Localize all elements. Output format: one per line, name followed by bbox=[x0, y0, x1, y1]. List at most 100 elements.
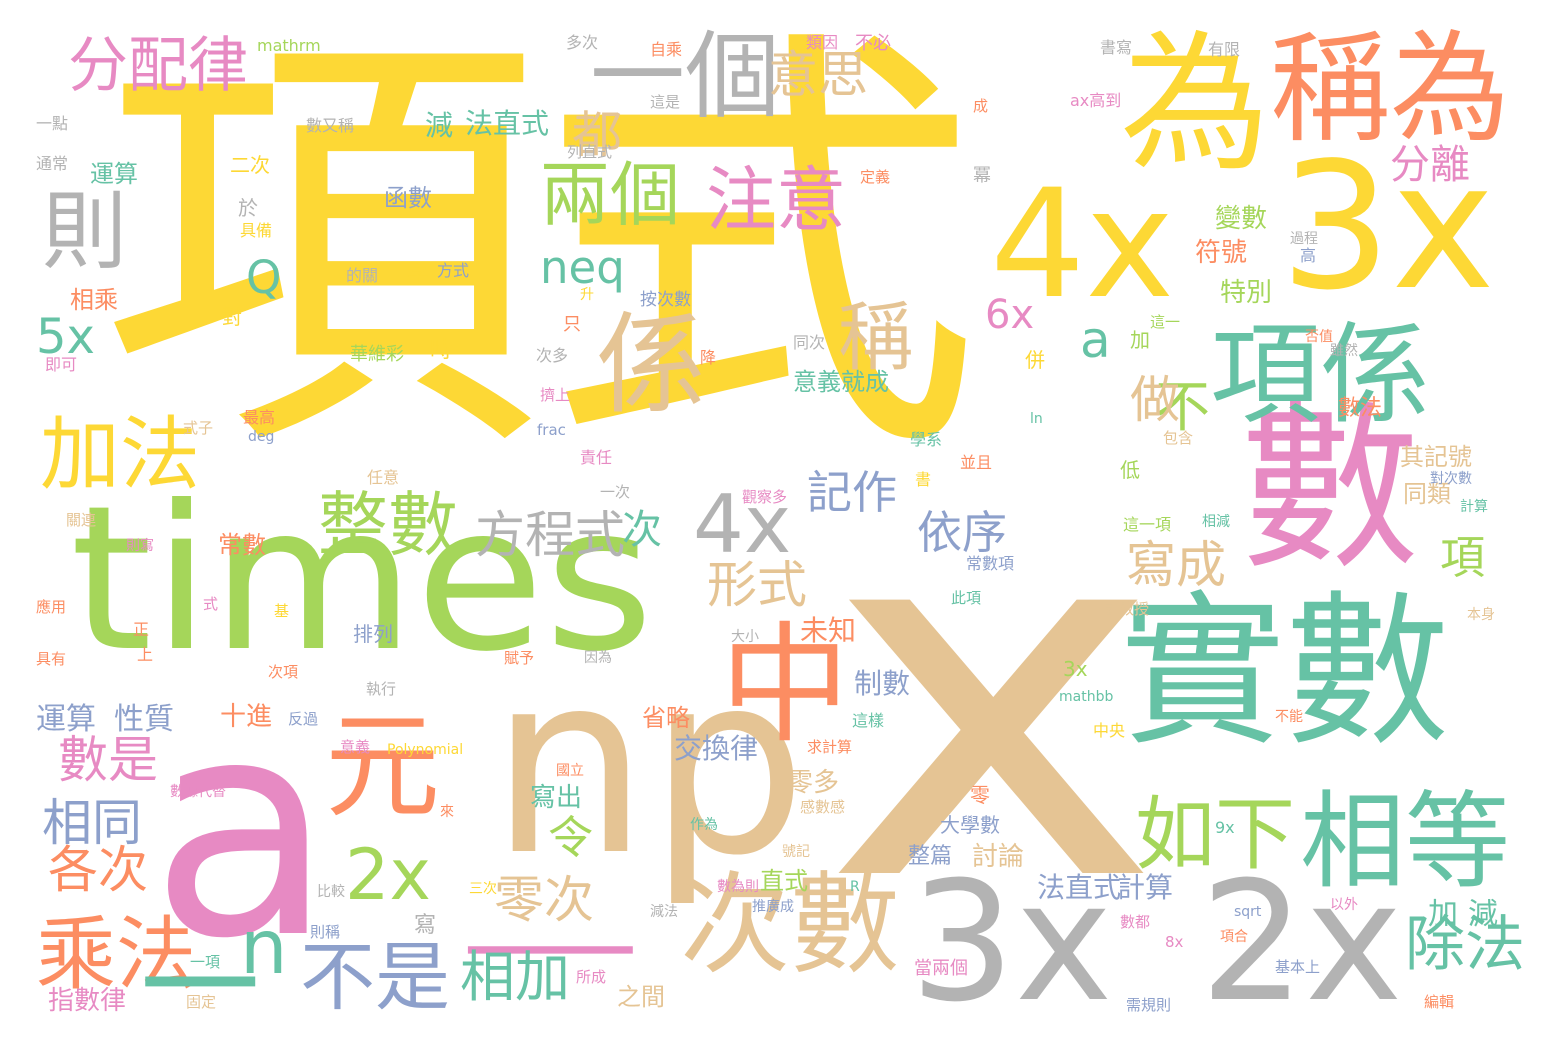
cloud-word: 運算 bbox=[36, 702, 96, 737]
cloud-word: 的關 bbox=[346, 266, 379, 285]
cloud-word: 4x bbox=[990, 158, 1175, 332]
cloud-word: 分配律 bbox=[68, 31, 248, 101]
cloud-word: 書寫 bbox=[1100, 38, 1133, 57]
cloud-word: Polynomial bbox=[387, 742, 464, 758]
cloud-word: 相等 bbox=[1300, 781, 1511, 903]
cloud-word: 低 bbox=[1120, 458, 1140, 482]
cloud-word: 則稱 bbox=[310, 923, 341, 941]
cloud-word: 性質 bbox=[114, 702, 174, 737]
cloud-word: ln bbox=[1030, 411, 1043, 427]
cloud-word: 方程式 bbox=[475, 506, 625, 564]
cloud-word: 為 bbox=[1120, 18, 1271, 192]
cloud-word: 需規則 bbox=[1126, 996, 1172, 1014]
cloud-word: 副教授 bbox=[1104, 600, 1150, 618]
cloud-word: 特別 bbox=[1220, 278, 1273, 308]
cloud-word: 意思 bbox=[768, 46, 868, 104]
cloud-word: 併 bbox=[1025, 348, 1045, 372]
cloud-word: 作為 bbox=[690, 817, 718, 833]
cloud-word: 對 bbox=[222, 305, 242, 329]
cloud-word: 2x bbox=[1200, 846, 1403, 1038]
cloud-word: 這一 bbox=[1150, 313, 1181, 331]
cloud-word: 這是 bbox=[650, 93, 681, 111]
cloud-word: 應用 bbox=[36, 598, 67, 616]
cloud-word: 元 bbox=[325, 700, 441, 834]
cloud-word: 感數感 bbox=[800, 798, 846, 816]
cloud-word: sqrt bbox=[1234, 904, 1262, 920]
cloud-word: 相加 bbox=[460, 945, 571, 1009]
cloud-word: 大學數 bbox=[940, 813, 1000, 837]
cloud-word: 賦予 bbox=[504, 649, 535, 667]
cloud-word: 稱 bbox=[838, 293, 914, 381]
cloud-word: 本身 bbox=[1467, 607, 1495, 623]
cloud-word: neq bbox=[540, 241, 625, 294]
cloud-word: 責任 bbox=[580, 448, 613, 467]
cloud-word: 冪 bbox=[973, 165, 991, 186]
cloud-word: 即可 bbox=[45, 355, 78, 374]
cloud-word: 交換律 bbox=[674, 732, 759, 765]
cloud-word: 自乘 bbox=[650, 40, 683, 59]
cloud-word: 直式 bbox=[760, 867, 808, 895]
cloud-word: 則 bbox=[42, 183, 128, 282]
cloud-word: a bbox=[1080, 311, 1111, 369]
cloud-word: 固定 bbox=[186, 993, 217, 1011]
cloud-word: 三次 bbox=[469, 881, 497, 897]
cloud-word: 意義 bbox=[340, 738, 371, 756]
cloud-word: 做 bbox=[1130, 371, 1180, 429]
cloud-word: 減 bbox=[1468, 897, 1498, 932]
cloud-word: 推廣成 bbox=[752, 899, 794, 915]
cloud-word: 令 bbox=[548, 811, 594, 864]
cloud-word: 項係 bbox=[1210, 311, 1430, 439]
cloud-word: 數又稱 bbox=[306, 116, 355, 135]
cloud-word: 中央 bbox=[1093, 721, 1126, 740]
cloud-word: 式 bbox=[203, 595, 219, 613]
cloud-word: 這一項 bbox=[1123, 515, 1172, 534]
cloud-word: 時 bbox=[430, 338, 453, 363]
cloud-word: 分離 bbox=[1390, 142, 1470, 188]
cloud-word: 觀察多 bbox=[742, 488, 788, 506]
cloud-word: deg bbox=[248, 429, 275, 445]
cloud-word: 2x bbox=[345, 834, 431, 916]
cloud-word: 則寫 bbox=[126, 538, 154, 554]
cloud-word: 變數 bbox=[1215, 204, 1268, 234]
cloud-word: 符號 bbox=[1195, 238, 1248, 268]
cloud-word: frac bbox=[537, 421, 566, 439]
cloud-word: 兩個 bbox=[540, 154, 680, 236]
cloud-word: np bbox=[490, 619, 808, 910]
cloud-word: 具備 bbox=[240, 221, 273, 240]
cloud-word: 定義 bbox=[860, 168, 891, 186]
cloud-word: 只 bbox=[563, 314, 581, 335]
cloud-word: 5x bbox=[36, 309, 95, 365]
cloud-word: 基 bbox=[274, 602, 290, 620]
cloud-word: 字 bbox=[407, 263, 430, 288]
cloud-word: 具有 bbox=[36, 650, 67, 668]
cloud-word: 擠上 bbox=[540, 386, 571, 404]
cloud-word: 數據代替 bbox=[170, 784, 226, 800]
cloud-word: 這樣 bbox=[852, 711, 885, 730]
cloud-word: 成 bbox=[973, 97, 989, 115]
cloud-word: 此項 bbox=[951, 589, 982, 607]
cloud-word: R bbox=[850, 879, 860, 895]
cloud-word: 3x bbox=[1063, 657, 1088, 681]
cloud-word: 項 bbox=[1440, 531, 1486, 584]
cloud-word: 減法 bbox=[650, 904, 678, 920]
cloud-word: 一 bbox=[140, 918, 260, 1052]
cloud-word: 相乘 bbox=[70, 286, 118, 314]
cloud-word: 基本上 bbox=[1275, 958, 1321, 976]
cloud-word: 3x bbox=[910, 846, 1113, 1038]
cloud-word: 同次 bbox=[793, 333, 826, 352]
cloud-word: 來 bbox=[440, 804, 454, 820]
cloud-word: 以外 bbox=[1330, 897, 1358, 913]
cloud-word: 有限 bbox=[1208, 40, 1241, 59]
cloud-word: 次數 bbox=[680, 861, 900, 989]
cloud-word: 零 bbox=[970, 783, 990, 807]
cloud-word: 比較 bbox=[317, 884, 345, 900]
cloud-word: 關連 bbox=[66, 511, 97, 529]
cloud-word: 於 bbox=[238, 196, 258, 220]
cloud-word: 列直式 bbox=[567, 143, 613, 161]
cloud-word: 相同 bbox=[42, 794, 142, 852]
cloud-word: 項式 bbox=[100, 0, 980, 506]
cloud-word: 加法 bbox=[40, 408, 200, 501]
cloud-word: 次項 bbox=[268, 663, 299, 681]
cloud-word: 十進 bbox=[220, 702, 273, 732]
